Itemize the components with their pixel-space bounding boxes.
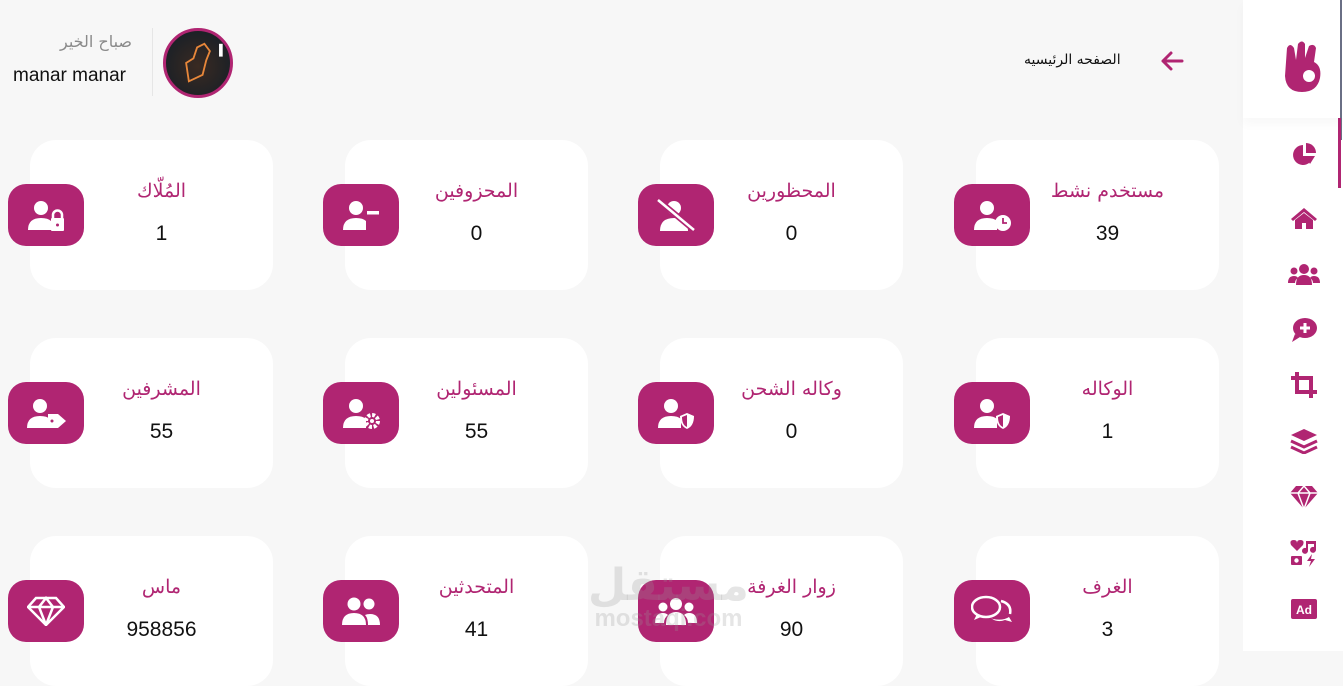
home-icon bbox=[1290, 206, 1318, 230]
user-clock-icon bbox=[954, 184, 1030, 246]
stat-card-label: زوار الغرفة bbox=[747, 576, 836, 598]
gem-icon bbox=[8, 580, 84, 642]
stat-card-label: وكاله الشحن bbox=[741, 378, 842, 400]
layers-icon bbox=[1290, 428, 1318, 454]
user-friends-icon bbox=[323, 580, 399, 642]
user-tag-icon bbox=[8, 382, 84, 444]
sidebar-item-home[interactable] bbox=[1288, 203, 1320, 233]
sidebar-item-comment-plus[interactable] bbox=[1288, 315, 1320, 345]
icons-icon bbox=[1290, 539, 1318, 567]
user-name: manar manar bbox=[13, 65, 126, 86]
user-shield-icon bbox=[954, 382, 1030, 444]
greeting: صباح الخير bbox=[59, 32, 132, 51]
users-icon bbox=[638, 580, 714, 642]
user-shield-icon bbox=[638, 382, 714, 444]
svg-text:Ad: Ad bbox=[1296, 603, 1312, 617]
sidebar-item-layers[interactable] bbox=[1288, 426, 1320, 456]
stat-card-value: 958856 bbox=[126, 618, 197, 641]
sidebar-item-crop[interactable] bbox=[1288, 370, 1320, 400]
divider bbox=[152, 28, 153, 96]
stat-card-label: المحزوفين bbox=[434, 180, 519, 202]
sidebar-item-ad[interactable]: Ad bbox=[1288, 594, 1320, 624]
ok-hand-logo-icon bbox=[1285, 41, 1321, 92]
stat-card-value: 0 bbox=[785, 222, 798, 245]
stat-card-value: 55 bbox=[149, 420, 174, 443]
stat-card-label: مستخدم نشط bbox=[1050, 180, 1165, 202]
avatar[interactable] bbox=[163, 28, 233, 98]
gem-icon bbox=[1289, 485, 1319, 509]
stat-card-value: 1 bbox=[1101, 420, 1114, 443]
ad-icon: Ad bbox=[1291, 599, 1317, 619]
user-header: صباح الخير manar manar bbox=[0, 20, 250, 110]
stat-card-value: 0 bbox=[470, 222, 483, 245]
sidebar-item-users[interactable] bbox=[1288, 259, 1320, 289]
stat-card-value: 39 bbox=[1095, 222, 1120, 245]
logo[interactable] bbox=[1243, 0, 1343, 118]
comment-plus-icon bbox=[1290, 317, 1318, 343]
chart-pie-icon bbox=[1291, 142, 1317, 168]
user-cog-icon bbox=[323, 382, 399, 444]
back-arrow-icon[interactable] bbox=[1158, 47, 1186, 75]
stat-card-value: 1 bbox=[155, 222, 168, 245]
stat-card-value: 41 bbox=[464, 618, 489, 641]
stat-card-label: الغرف bbox=[1082, 576, 1133, 598]
stat-card-label: المُلّاك bbox=[136, 180, 187, 202]
stat-card-label: المسئولين bbox=[436, 378, 517, 400]
stat-card-label: المشرفين bbox=[122, 378, 201, 400]
sidebar-active-indicator bbox=[1338, 118, 1341, 188]
stat-card-value: 55 bbox=[464, 420, 489, 443]
users-icon bbox=[1288, 263, 1320, 285]
breadcrumb: الصفحه الرئيسيه bbox=[1024, 52, 1121, 68]
stat-card-label: المحظورين bbox=[747, 180, 836, 202]
stat-card-value: 90 bbox=[779, 618, 804, 641]
user-lock-icon bbox=[8, 184, 84, 246]
scrollbar-track[interactable] bbox=[1340, 0, 1342, 140]
crop-icon bbox=[1291, 372, 1317, 398]
stat-card-label: الوكاله bbox=[1081, 378, 1134, 400]
sidebar-item-chart-pie[interactable] bbox=[1288, 140, 1320, 170]
user-slash-icon bbox=[638, 184, 714, 246]
stat-card-label: ماس bbox=[141, 576, 182, 598]
user-minus-icon bbox=[323, 184, 399, 246]
comments-icon bbox=[954, 580, 1030, 642]
stat-card-value: 3 bbox=[1101, 618, 1114, 641]
sidebar-item-icons[interactable] bbox=[1288, 538, 1320, 568]
stat-card-label: المتحدثين bbox=[438, 576, 515, 598]
stat-card-value: 0 bbox=[785, 420, 798, 443]
sidebar-item-gem[interactable] bbox=[1288, 482, 1320, 512]
